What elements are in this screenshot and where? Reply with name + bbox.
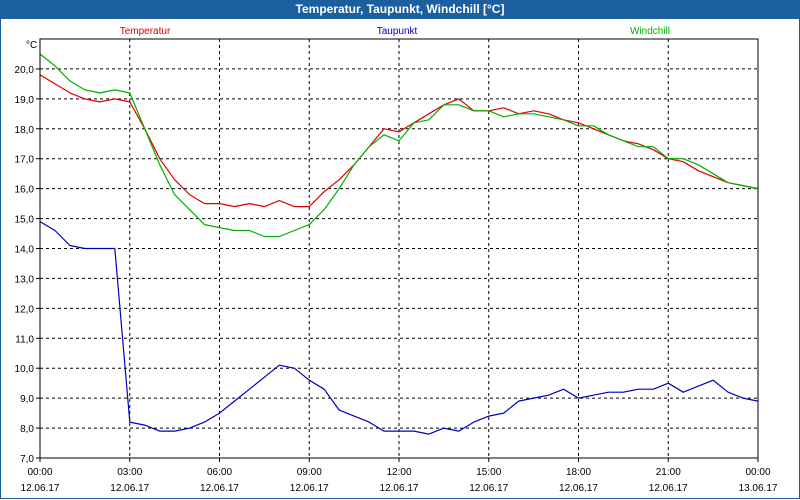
y-tick-label: 16,0 [15, 185, 35, 196]
x-tick-time: 09:00 [297, 467, 322, 478]
legend-windchill: Windchill [630, 26, 670, 37]
x-tick-time: 21:00 [656, 467, 681, 478]
x-tick-date: 12.06.17 [649, 483, 688, 494]
y-tick-label: 15,0 [15, 215, 35, 226]
x-tick-date: 12.06.17 [380, 483, 419, 494]
x-tick-date: 12.06.17 [469, 483, 508, 494]
axes: 7,0 8,0 9,0 10,0 11,0 12,0 13,0 14,0 15,0 16,0 17,… [15, 40, 778, 494]
windchill-line [39, 53, 759, 238]
x-tick-date: 12.06.17 [21, 483, 60, 494]
x-tick-time: 15:00 [476, 467, 501, 478]
x-tick-date: 12.06.17 [290, 483, 329, 494]
x-tick-date: 12.06.17 [559, 483, 598, 494]
y-tick-label: 9,0 [20, 394, 34, 405]
y-tick-label: 11,0 [15, 334, 34, 345]
series-lines [39, 53, 759, 435]
grid [40, 39, 758, 458]
y-tick-label: 20,0 [15, 65, 35, 76]
y-tick-label: 14,0 [15, 245, 35, 256]
x-tick-time: 06:00 [207, 467, 232, 478]
x-tick-date: 12.06.17 [200, 483, 239, 494]
temperature-line [39, 74, 759, 208]
window-title: Temperatur, Taupunkt, Windchill [°C] [0, 0, 800, 19]
y-tick-label: 17,0 [15, 155, 35, 166]
legend-taupunkt: Taupunkt [377, 26, 418, 37]
legend: Temperatur Taupunkt Windchill [120, 26, 670, 37]
x-tick-date: 13.06.17 [739, 483, 778, 494]
y-tick-label: 13,0 [15, 274, 35, 285]
x-tick-date: 12.06.17 [110, 483, 149, 494]
x-tick-time: 00:00 [27, 467, 52, 478]
legend-temperatur: Temperatur [120, 26, 171, 37]
x-tick-time: 18:00 [566, 467, 591, 478]
y-axis-unit: °C [26, 40, 37, 51]
y-tick-label: 19,0 [15, 95, 35, 106]
y-tick-label: 8,0 [20, 424, 34, 435]
y-tick-label: 12,0 [15, 304, 35, 315]
y-tick-label: 18,0 [15, 125, 35, 136]
dewpoint-line [39, 221, 759, 435]
chart: 7,0 8,0 9,0 10,0 11,0 12,0 13,0 14,0 15,0 16,0 17,… [15, 26, 778, 494]
x-tick-time: 12:00 [386, 467, 411, 478]
x-tick-time: 00:00 [745, 467, 770, 478]
x-tick-time: 03:00 [117, 467, 142, 478]
y-tick-label: 10,0 [15, 364, 35, 375]
y-tick-label: 7,0 [20, 454, 34, 465]
